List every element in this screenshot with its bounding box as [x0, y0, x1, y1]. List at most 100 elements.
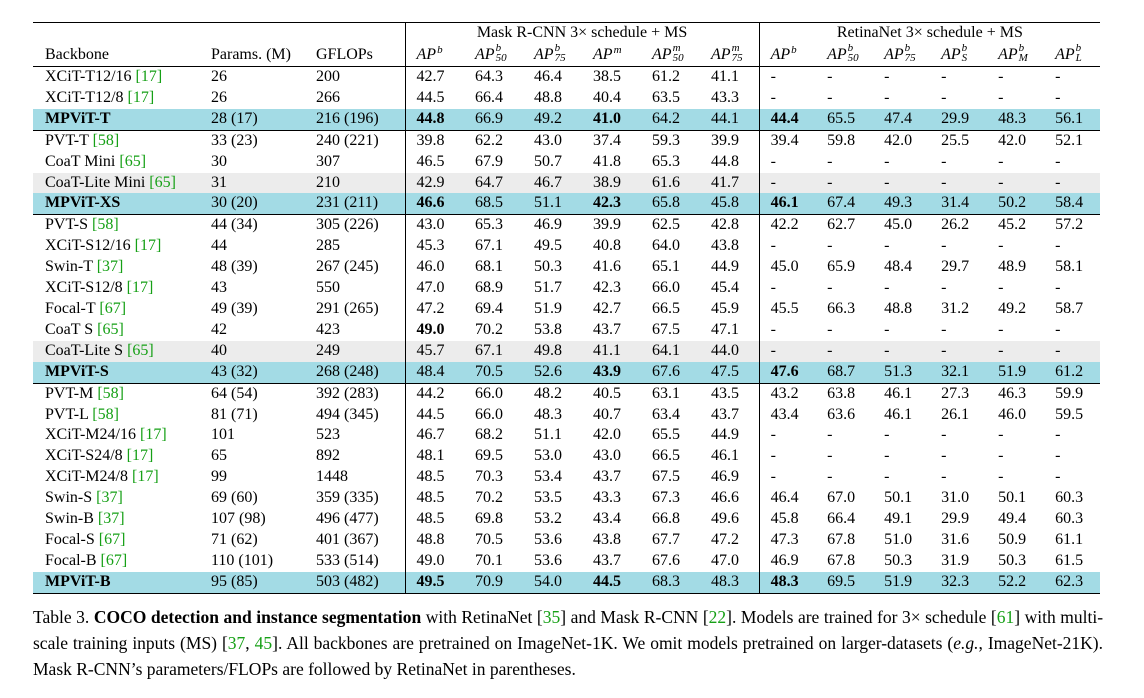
- backbone-name: CoaT-Lite S: [45, 341, 124, 359]
- metric-cell: -: [758, 467, 817, 489]
- backbone-cell: XCiT-S12/16 [17]: [33, 236, 200, 257]
- metric-cell: 42.9: [404, 172, 465, 194]
- metric-cell: -: [941, 468, 947, 486]
- table-row: Swin-S [37] 69 (60) 359 (335) 48.5 70.2 53.5 4…: [33, 488, 1100, 510]
- metric-base: AP: [652, 46, 672, 63]
- citation: 22: [708, 607, 727, 627]
- metric-cell: 68.7: [816, 361, 874, 384]
- gflops-cell: 359 (335): [316, 489, 379, 507]
- metric-cell: 53.0: [534, 447, 563, 465]
- metric-cell: 44.5: [404, 87, 465, 109]
- metric-cell: 69.5: [475, 447, 504, 465]
- metric-sub: 75: [904, 52, 916, 65]
- metric-header: AP b 75: [873, 43, 931, 67]
- citation: [17]: [126, 447, 154, 465]
- backbone-name: MPViT-XS: [45, 194, 121, 212]
- metric-cell: 49.4: [998, 510, 1027, 528]
- metric-cell: 50.1: [998, 489, 1027, 507]
- citation: [37]: [96, 258, 124, 276]
- params-cell: 42: [211, 320, 227, 338]
- citation: [37]: [97, 510, 125, 528]
- metric-base: AP: [534, 46, 554, 63]
- metric-cell: 67.1: [464, 340, 524, 362]
- params-cell: 43 (32): [200, 361, 305, 384]
- metric-cell: 70.2: [475, 320, 504, 338]
- metric-cell: 49.8: [523, 340, 583, 362]
- table-row: Focal-B [67] 110 (101) 533 (514) 49.0 70.1 53…: [33, 550, 1100, 572]
- metric-sup: b: [1018, 43, 1025, 55]
- metric-cell: 31.0: [941, 489, 970, 507]
- citation: [58]: [91, 216, 119, 234]
- metric-cell: 61.1: [1055, 530, 1084, 548]
- metric-cell: 48.4: [404, 361, 465, 384]
- metric-sup: b: [554, 43, 561, 55]
- metric-sup: b: [495, 43, 502, 55]
- metric-cell: 70.1: [475, 551, 504, 569]
- metric-base: AP: [711, 46, 731, 63]
- metric-cell: -: [827, 68, 833, 85]
- metric-header: AP b 75: [523, 43, 583, 67]
- metric-base: AP: [770, 46, 791, 63]
- metric-cell: 67.3: [652, 489, 681, 507]
- metric-cell: 44.9: [711, 258, 740, 276]
- metric-sub: 50: [495, 52, 507, 65]
- params-cell: 31: [200, 172, 305, 194]
- metric-sup: m: [672, 43, 681, 55]
- params-cell: 65: [211, 447, 227, 465]
- backbone-cell: Focal-S [67]: [33, 530, 200, 551]
- metric-cell: 66.4: [827, 510, 856, 528]
- metric-base: AP: [827, 46, 847, 63]
- metric-scripts: b: [791, 45, 797, 58]
- metric-cell: 43.0: [593, 447, 622, 465]
- metric-cell: 66.0: [652, 279, 681, 297]
- backbone-name: MPViT-T: [45, 109, 111, 127]
- metric-cell: -: [758, 278, 817, 299]
- metric-cell: 43.7: [593, 320, 622, 338]
- metric-cell: 32.3: [930, 571, 988, 594]
- gflops-cell: 307: [316, 152, 340, 170]
- metric-cell: 39.9: [700, 129, 760, 152]
- citation: [67]: [100, 551, 128, 569]
- citation: 37: [227, 633, 246, 653]
- metric-cell: 49.2: [998, 299, 1027, 317]
- metric-cell: -: [941, 88, 947, 106]
- backbone-cell: PVT-S [58]: [33, 214, 200, 237]
- metric-cell: 52.1: [1044, 129, 1101, 152]
- metric-cell: 39.4: [758, 129, 817, 152]
- metric-cell: 43.8: [593, 530, 622, 548]
- metric-cell: 44.5: [582, 571, 642, 594]
- metric-cell: -: [998, 320, 1004, 338]
- backbone-cell: XCiT-S12/8 [17]: [33, 278, 200, 299]
- backbone-name: MPViT-B: [45, 572, 111, 590]
- metric-cell: 57.2: [1044, 214, 1101, 237]
- metric-scripts: m 75: [732, 43, 743, 64]
- metric-sub: 50: [672, 52, 684, 65]
- caption-text: ,: [245, 633, 255, 653]
- metric-cell: 66.8: [652, 510, 681, 528]
- metric-base: AP: [416, 46, 437, 63]
- metric-cell: 49.0: [404, 550, 465, 572]
- metric-cell: -: [873, 172, 931, 194]
- citation: [65]: [97, 320, 124, 338]
- metric-cell: 49.6: [711, 510, 740, 528]
- metric-cell: 31.6: [941, 530, 970, 548]
- metric-cell: 66.9: [464, 108, 524, 131]
- metric-cell: 59.9: [1044, 382, 1101, 405]
- backbone-name: PVT-L: [45, 405, 89, 423]
- backbone-name: XCiT-M24/8: [45, 468, 128, 486]
- metric-cell: 43.7: [711, 405, 740, 423]
- metric-cell: -: [1055, 320, 1061, 338]
- metric-cell: -: [827, 237, 833, 255]
- metric-cell: 43.7: [593, 551, 622, 569]
- backbone-name: Swin-B: [45, 510, 94, 528]
- table-row: PVT-S [58] 44 (34) 305 (226) 43.0 65.3 46.9 39…: [33, 214, 1101, 237]
- backbone-cell: CoaT Mini [65]: [33, 152, 200, 173]
- metric-cell: 46.1: [884, 405, 913, 423]
- metric-cell: 47.0: [404, 278, 465, 299]
- citation: [17]: [127, 88, 155, 106]
- backbone-cell: Swin-T [37]: [33, 257, 200, 278]
- backbone-cell: PVT-T [58]: [33, 129, 200, 152]
- metric-cell: 44.1: [700, 108, 760, 131]
- metric-cell: 50.7: [534, 152, 563, 170]
